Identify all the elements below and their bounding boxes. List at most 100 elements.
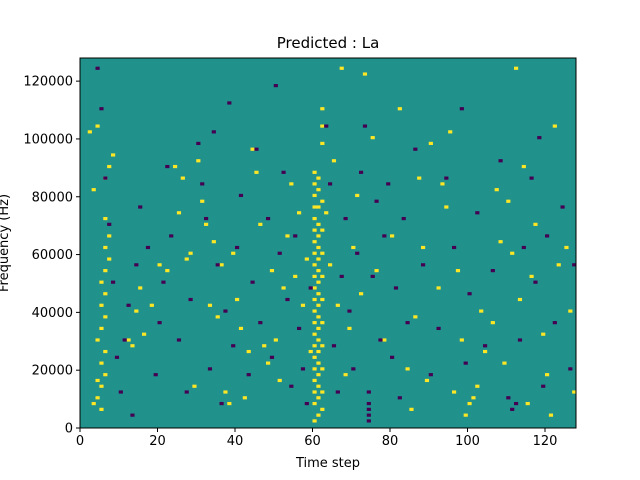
heatmap-cell-low [324,124,329,128]
heatmap-cell-high [320,344,325,348]
heatmap-cell-high [483,349,488,354]
heatmap-cell-high [572,390,577,394]
heatmap-cell-high [196,159,201,163]
heatmap-cell-high [269,269,275,273]
heatmap-cell-low [95,66,100,70]
heatmap-cell-high [99,407,104,411]
y-axis-label: Frequency (Hz) [0,194,12,292]
heatmap-cell-low [517,338,523,342]
heatmap-cell-high [130,344,135,348]
heatmap-cell-low [293,234,298,238]
heatmap-cell-high [188,251,193,255]
heatmap-cell-high [382,338,387,342]
heatmap-cell-low [219,401,224,406]
heatmap-cell-low [378,338,383,342]
heatmap-cell-high [312,390,317,394]
heatmap-cell-low [273,84,278,88]
heatmap-cell-low [393,286,399,290]
heatmap-cell-high [405,367,410,371]
heatmap-cell-low [250,280,255,284]
heatmap-cell-high [316,361,321,365]
heatmap-cell-high [281,286,286,290]
heatmap-cell-low [238,193,244,198]
heatmap-cell-high [533,222,538,226]
heatmap-cell-high [254,170,259,174]
heatmap-cell-low [533,280,538,284]
heatmap-cell-high [312,216,317,221]
heatmap-cell-high [320,124,325,128]
heatmap-cell-low [227,101,232,105]
heatmap-cell-high [266,361,271,365]
heatmap-cell-low [362,124,368,128]
heatmap-cell-high [312,332,317,336]
heatmap-cell-high [262,344,267,348]
heatmap-cell-high [324,211,329,215]
heatmap-cell-high [316,205,321,209]
heatmap-cell-low [277,251,282,255]
heatmap-cell-low [153,373,158,377]
heatmap-background [80,58,576,428]
heatmap-cell-high [165,269,170,273]
heatmap-cell-high [91,401,96,406]
heatmap-cell-low [359,170,364,174]
heatmap-cell-high [514,66,519,70]
heatmap-cell-low [215,263,220,267]
heatmap-cell-high [452,390,457,394]
heatmap-cell-high [529,274,534,278]
heatmap-cell-high [316,384,321,388]
heatmap-cell-high [312,321,317,325]
heatmap-cell-high [235,297,240,302]
heatmap-cell-high [316,222,321,226]
heatmap-cell-high [417,176,422,180]
plot-area [79,57,577,429]
heatmap-cell-low [498,159,503,163]
heatmap-cell-low [521,245,526,250]
heatmap-cell-high [149,303,154,307]
heatmap-cell-high [99,384,104,388]
y-tick-label: 20000 [32,364,73,379]
heatmap-cell-high [471,396,476,400]
heatmap-cell-high [316,234,321,238]
heatmap-cell-high [320,321,325,325]
heatmap-cell-high [552,124,557,128]
heatmap-cell-low [297,326,302,331]
heatmap-cell-low [138,205,143,209]
heatmap-cell-high [320,199,325,203]
heatmap-cell-low [545,234,550,238]
x-axis: 0 20 40 60 80 100 120 [76,428,557,449]
heatmap-cell-low [366,407,371,411]
heatmap-cell-high [490,321,495,325]
heatmap-cell-low [103,176,108,180]
heatmap-cell-low [413,147,418,151]
x-tick-label: 100 [455,434,480,449]
heatmap-cell-low [111,280,116,284]
heatmap-cell-low [269,355,275,359]
heatmap-cell-high [339,66,344,70]
heatmap-cell-high [397,107,402,111]
heatmap-cell-high [436,286,441,290]
y-tick-label: 40000 [32,306,73,321]
heatmap-cell-high [320,228,325,232]
heatmap-cell-low [308,286,313,290]
heatmap-cell-high [525,401,530,406]
heatmap-cell-high [568,309,573,313]
heatmap-cell-low [254,147,259,151]
heatmap-cell-low [130,413,135,417]
y-tick-label: 80000 [32,190,73,205]
heatmap-cell-high [312,228,317,232]
heatmap-cell-high [312,378,317,383]
heatmap-cell-low [304,401,309,406]
heatmap-cell-low [281,170,286,174]
heatmap-cell-high [498,240,503,244]
heatmap-cell-high [246,349,251,354]
heatmap-cell-high [219,263,224,267]
heatmap-cell-high [440,182,445,186]
heatmap-cell-high [215,315,220,319]
heatmap-cell-high [444,205,449,209]
heatmap-cell-low [506,396,511,400]
heatmap-cell-high [312,367,317,371]
heatmap-cell-high [390,234,395,238]
heatmap-cell-low [335,390,340,394]
heatmap-cell-low [165,164,170,169]
heatmap-cell-high [320,107,325,111]
